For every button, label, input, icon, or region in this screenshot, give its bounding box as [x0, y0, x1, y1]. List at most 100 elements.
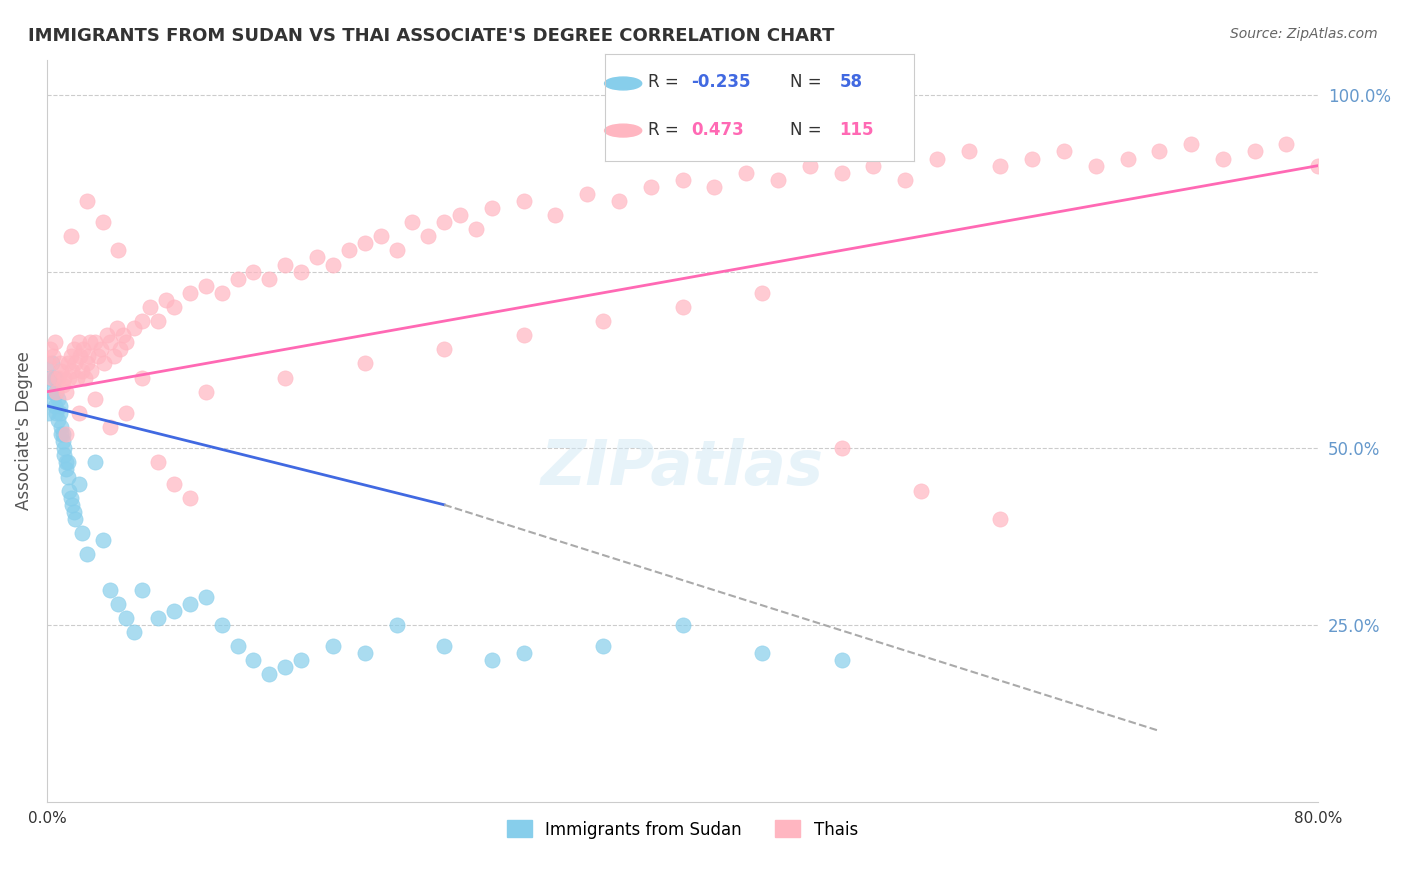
Point — [58, 370, 80, 384]
Point — [671, 618, 693, 632]
Point — [91, 533, 114, 548]
Text: 0.473: 0.473 — [692, 121, 744, 139]
Point — [55, 462, 77, 476]
Point — [42, 350, 65, 364]
Point — [115, 406, 138, 420]
Point — [179, 285, 201, 300]
Point — [45, 384, 67, 399]
Point — [307, 251, 329, 265]
Legend: Immigrants from Sudan, Thais: Immigrants from Sudan, Thais — [501, 814, 865, 846]
Point — [107, 597, 129, 611]
Point — [259, 271, 281, 285]
Point — [1243, 145, 1265, 159]
Point — [108, 343, 131, 357]
Point — [59, 491, 82, 505]
Point — [925, 152, 948, 166]
Point — [322, 258, 344, 272]
Point — [592, 639, 614, 653]
Point — [735, 166, 758, 180]
Point — [96, 328, 118, 343]
Point — [592, 314, 614, 328]
Point — [55, 427, 77, 442]
Point — [67, 406, 90, 420]
Point — [100, 335, 122, 350]
Point — [83, 455, 105, 469]
Point — [56, 469, 79, 483]
Point — [77, 350, 100, 364]
Point — [93, 356, 115, 370]
Point — [1308, 159, 1330, 173]
Point — [862, 159, 884, 173]
Point — [66, 370, 89, 384]
Point — [41, 370, 63, 384]
Point — [51, 420, 73, 434]
Point — [179, 597, 201, 611]
Point — [63, 505, 86, 519]
Text: N =: N = — [790, 73, 827, 91]
Point — [259, 667, 281, 681]
Point — [337, 244, 360, 258]
Point — [751, 646, 773, 660]
Point — [91, 215, 114, 229]
Point — [112, 328, 135, 343]
Point — [58, 483, 80, 498]
Point — [671, 300, 693, 314]
Point — [163, 300, 186, 314]
Circle shape — [605, 124, 641, 137]
Point — [163, 604, 186, 618]
Point — [124, 624, 146, 639]
Point — [55, 455, 77, 469]
Point — [211, 285, 233, 300]
Point — [671, 172, 693, 186]
Point — [481, 201, 503, 215]
Point — [1212, 152, 1234, 166]
Text: -0.235: -0.235 — [692, 73, 751, 91]
Point — [131, 370, 153, 384]
Point — [45, 384, 67, 399]
Point — [65, 356, 87, 370]
Point — [115, 335, 138, 350]
Point — [433, 215, 456, 229]
Point — [100, 582, 122, 597]
Point — [115, 611, 138, 625]
Point — [274, 660, 297, 674]
Point — [44, 370, 66, 384]
Point — [73, 370, 96, 384]
Point — [42, 392, 65, 406]
Point — [1116, 152, 1139, 166]
Point — [39, 370, 62, 384]
Point — [63, 343, 86, 357]
Point — [41, 384, 63, 399]
Point — [194, 590, 217, 604]
Point — [353, 646, 375, 660]
Text: ZIPatlas: ZIPatlas — [541, 438, 824, 498]
Point — [37, 356, 59, 370]
Point — [59, 229, 82, 244]
Point — [242, 264, 264, 278]
Point — [831, 442, 853, 456]
Point — [910, 483, 932, 498]
Point — [766, 172, 789, 186]
Point — [799, 159, 821, 173]
Point — [53, 448, 76, 462]
Point — [274, 258, 297, 272]
Point — [70, 363, 93, 377]
Point — [322, 639, 344, 653]
Point — [576, 186, 599, 201]
Point — [69, 350, 91, 364]
Point — [385, 244, 408, 258]
Text: R =: R = — [648, 73, 683, 91]
Point — [1053, 145, 1076, 159]
Point — [607, 194, 630, 208]
Point — [70, 526, 93, 541]
Point — [46, 370, 69, 384]
Point — [640, 179, 662, 194]
Point — [56, 455, 79, 469]
Point — [370, 229, 392, 244]
Point — [90, 343, 112, 357]
Point — [139, 300, 162, 314]
Point — [465, 222, 488, 236]
Point — [449, 208, 471, 222]
Point — [37, 406, 59, 420]
Point — [990, 512, 1012, 526]
